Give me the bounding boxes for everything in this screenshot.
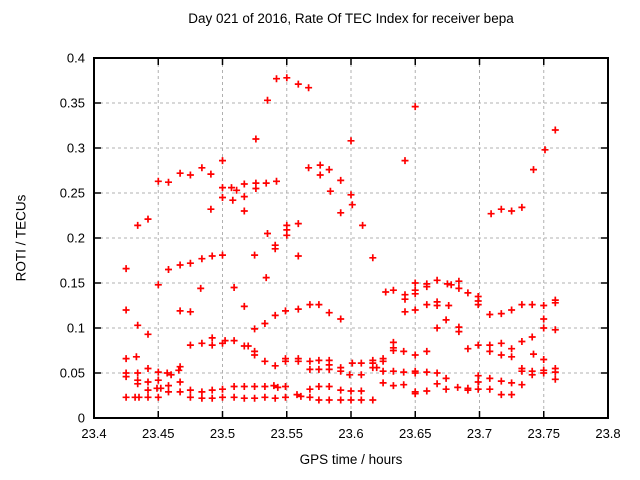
y-tick-label: 0: [78, 411, 85, 426]
data-point-markers: [122, 74, 559, 404]
x-tick-label: 23.5: [210, 426, 235, 441]
x-tick-label: 23.6: [338, 426, 363, 441]
y-tick-label: 0.25: [60, 186, 85, 201]
y-tick-label: 0.05: [60, 366, 85, 381]
y-tick-label: 0.2: [67, 231, 85, 246]
x-axis-title: GPS time / hours: [299, 452, 403, 467]
plot-border: [93, 57, 609, 419]
x-tick-label: 23.65: [399, 426, 432, 441]
tick-labels: 23.4 23.45 23.5 23.55 23.6 23.65 23.7 23.75 23.8…: [60, 51, 621, 442]
x-tick-label: 23.55: [270, 426, 303, 441]
chart-title: Day 021 of 2016, Rate Of TEC Index for r…: [188, 11, 514, 26]
grid-lines: [94, 58, 608, 418]
x-tick-label: 23.8: [595, 426, 620, 441]
y-tick-label: 0.1: [67, 321, 85, 336]
y-tick-label: 0.35: [60, 96, 85, 111]
y-tick-label: 0.3: [67, 141, 85, 156]
scatter-points: [122, 74, 559, 404]
x-tick-label: 23.4: [81, 426, 106, 441]
x-tick-label: 23.7: [467, 426, 492, 441]
plot-frame: [93, 57, 609, 419]
x-tick-label: 23.45: [142, 426, 175, 441]
y-tick-label: 0.15: [60, 276, 85, 291]
x-tick-label: 23.75: [527, 426, 560, 441]
y-tick-label: 0.4: [67, 51, 85, 66]
